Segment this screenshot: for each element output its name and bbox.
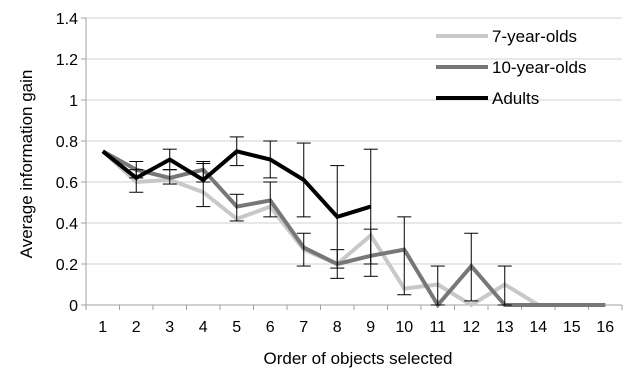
gridlines xyxy=(86,17,622,265)
y-tick-label: 0.6 xyxy=(56,175,78,192)
x-tick-label: 10 xyxy=(395,319,413,336)
x-tick-label: 5 xyxy=(232,319,241,336)
x-tick-label: 1 xyxy=(98,319,107,336)
y-tick-label: 0 xyxy=(69,298,78,315)
legend-label: 7-year-olds xyxy=(492,27,577,46)
y-tick-label: 0.2 xyxy=(56,257,78,274)
x-tick-label: 2 xyxy=(132,319,141,336)
legend-label: Adults xyxy=(492,89,539,108)
y-axis-title: Average information gain xyxy=(17,70,36,259)
x-tick-label: 15 xyxy=(563,319,581,336)
y-tick-label: 0.4 xyxy=(56,216,78,233)
x-tick-label: 12 xyxy=(462,319,480,336)
x-tick-label: 9 xyxy=(366,319,375,336)
series-line-10-year-olds xyxy=(101,149,606,309)
y-tick-labels: 0 0.2 0.4 0.6 0.8 1 1.2 1.4 xyxy=(56,11,78,315)
x-tick-label: 7 xyxy=(299,319,308,336)
y-tick-label: 1 xyxy=(69,93,78,110)
x-tick-label: 13 xyxy=(496,319,514,336)
legend-label: 10-year-olds xyxy=(492,58,587,77)
y-tick-label: 1.2 xyxy=(56,52,78,69)
x-tick-label: 3 xyxy=(165,319,174,336)
error-bars xyxy=(129,136,512,306)
x-tick-label: 4 xyxy=(199,319,208,336)
x-tick-label: 6 xyxy=(266,319,275,336)
series-line-7-year-olds xyxy=(101,149,606,308)
x-tick-label: 14 xyxy=(529,319,547,336)
series-lines xyxy=(101,149,606,309)
y-tick-label: 0.8 xyxy=(56,134,78,151)
x-axis-title: Order of objects selected xyxy=(264,349,453,368)
x-tick-label: 8 xyxy=(333,319,342,336)
x-tick-label: 16 xyxy=(596,319,614,336)
x-tick-labels: 1 2 3 4 5 6 7 8 9 10 11 12 13 14 15 16 xyxy=(98,319,614,336)
x-tick-label: 11 xyxy=(429,319,446,336)
y-tick-label: 1.4 xyxy=(56,11,78,28)
legend: 7-year-olds 10-year-olds Adults xyxy=(436,27,587,108)
